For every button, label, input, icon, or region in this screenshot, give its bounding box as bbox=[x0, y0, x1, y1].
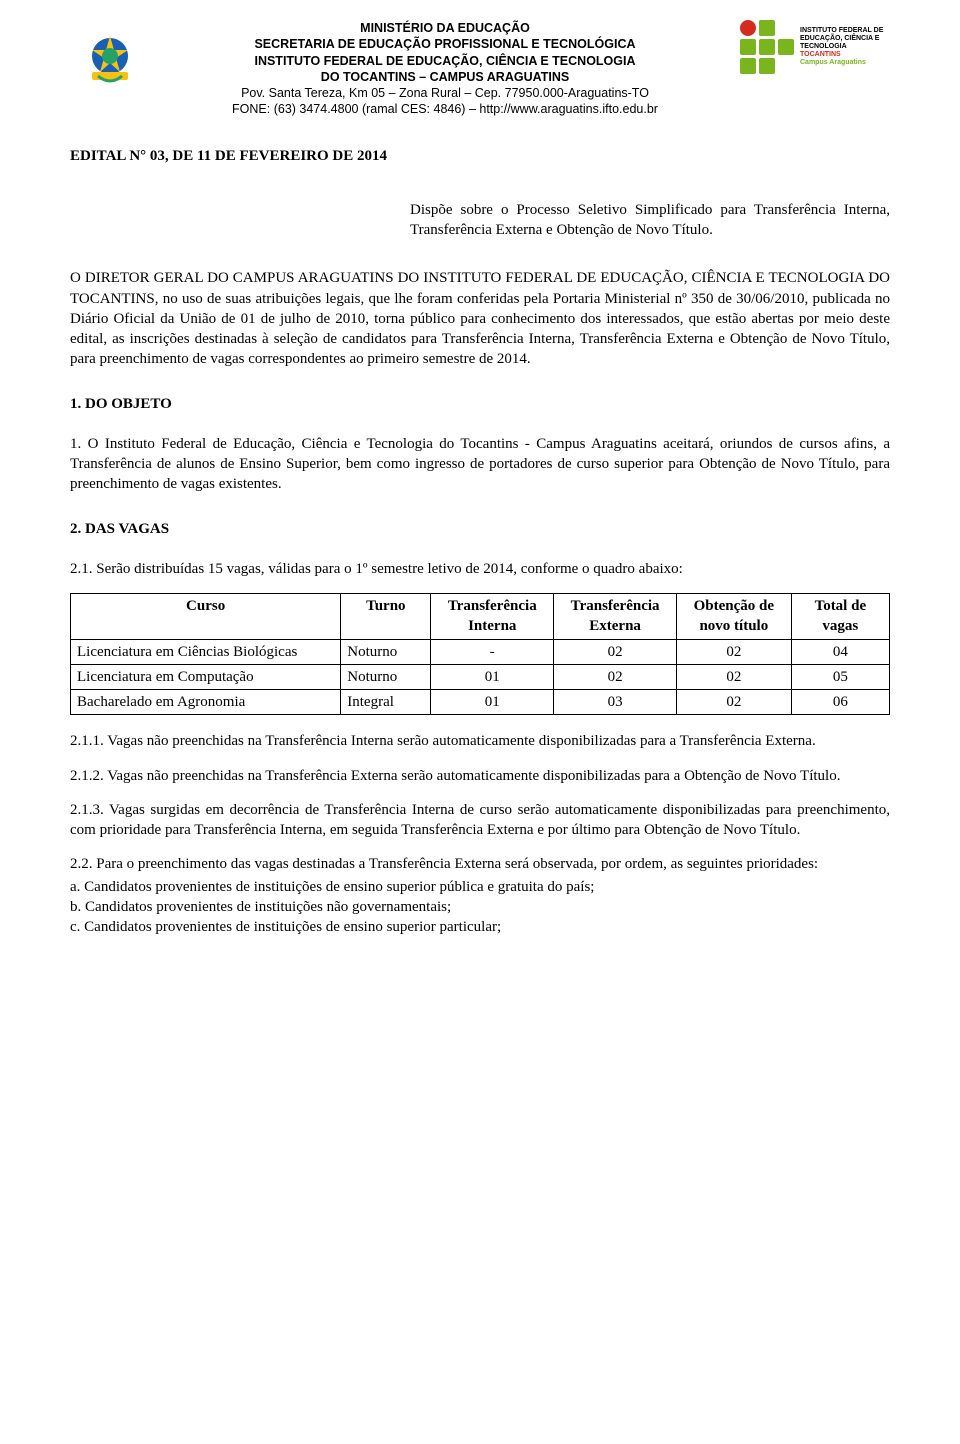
if-logo-line: INSTITUTO FEDERAL DE bbox=[800, 27, 890, 35]
th-transf-interna: Transferência Interna bbox=[431, 594, 554, 640]
header-line: DO TOCANTINS – CAMPUS ARAGUATINS bbox=[160, 69, 730, 85]
instituto-federal-logo-icon: INSTITUTO FEDERAL DE EDUCAÇÃO, CIÊNCIA E… bbox=[740, 20, 890, 74]
document-header: MINISTÉRIO DA EDUCAÇÃO SECRETARIA DE EDU… bbox=[70, 20, 890, 118]
cell-turno: Integral bbox=[341, 690, 431, 715]
cell-nt: 02 bbox=[677, 664, 792, 689]
priority-item: c. Candidatos provenientes de instituiçõ… bbox=[70, 917, 890, 937]
cell-ti: - bbox=[431, 639, 554, 664]
cell-total: 04 bbox=[791, 639, 889, 664]
cell-te: 02 bbox=[554, 639, 677, 664]
if-squares-icon bbox=[740, 20, 794, 74]
priority-item: a. Candidatos provenientes de instituiçõ… bbox=[70, 877, 890, 897]
edital-title: EDITAL N° 03, DE 11 DE FEVEREIRO DE 2014 bbox=[70, 146, 890, 166]
if-logo-line: EDUCAÇÃO, CIÊNCIA E TECNOLOGIA bbox=[800, 35, 890, 51]
para-2-1-1: 2.1.1. Vagas não preenchidas na Transfer… bbox=[70, 731, 890, 751]
header-line: SECRETARIA DE EDUCAÇÃO PROFISSIONAL E TE… bbox=[160, 36, 730, 52]
intro-text: O DIRETOR GERAL DO CAMPUS ARAGUATINS DO … bbox=[70, 270, 890, 367]
dispoe-block: Dispõe sobre o Processo Seletivo Simplif… bbox=[410, 200, 890, 241]
section-1-para: 1. O Instituto Federal de Educação, Ciên… bbox=[70, 434, 890, 495]
header-text-block: MINISTÉRIO DA EDUCAÇÃO SECRETARIA DE EDU… bbox=[160, 20, 730, 118]
table-row: Licenciatura em Computação Noturno 01 02… bbox=[71, 664, 890, 689]
para-2-1-3: 2.1.3. Vagas surgidas em decorrência de … bbox=[70, 800, 890, 841]
cell-total: 06 bbox=[791, 690, 889, 715]
header-line: FONE: (63) 3474.4800 (ramal CES: 4846) –… bbox=[160, 101, 730, 117]
priority-item: b. Candidatos provenientes de instituiçõ… bbox=[70, 897, 890, 917]
para-2-2: 2.2. Para o preenchimento das vagas dest… bbox=[70, 854, 890, 874]
cell-turno: Noturno bbox=[341, 639, 431, 664]
header-line: Pov. Santa Tereza, Km 05 – Zona Rural – … bbox=[160, 85, 730, 101]
section-2-1-para: 2.1. Serão distribuídas 15 vagas, válida… bbox=[70, 559, 890, 579]
header-line: MINISTÉRIO DA EDUCAÇÃO bbox=[160, 20, 730, 36]
if-logo-line: TOCANTINS bbox=[800, 51, 841, 58]
if-logo-line: Campus Araguatins bbox=[800, 59, 866, 66]
vagas-table: Curso Turno Transferência Interna Transf… bbox=[70, 593, 890, 715]
header-line: INSTITUTO FEDERAL DE EDUCAÇÃO, CIÊNCIA E… bbox=[160, 53, 730, 69]
th-total: Total de vagas bbox=[791, 594, 889, 640]
cell-turno: Noturno bbox=[341, 664, 431, 689]
table-row: Bacharelado em Agronomia Integral 01 03 … bbox=[71, 690, 890, 715]
cell-nt: 02 bbox=[677, 639, 792, 664]
intro-paragraph: O DIRETOR GERAL DO CAMPUS ARAGUATINS DO … bbox=[70, 268, 890, 369]
th-novo-titulo: Obtenção de novo título bbox=[677, 594, 792, 640]
cell-ti: 01 bbox=[431, 690, 554, 715]
section-1-title: 1. DO OBJETO bbox=[70, 394, 890, 414]
priority-list: a. Candidatos provenientes de instituiçõ… bbox=[70, 877, 890, 938]
cell-curso: Bacharelado em Agronomia bbox=[71, 690, 341, 715]
cell-te: 02 bbox=[554, 664, 677, 689]
cell-total: 05 bbox=[791, 664, 889, 689]
th-turno: Turno bbox=[341, 594, 431, 640]
brazil-coat-of-arms-icon bbox=[70, 20, 150, 100]
para-2-1-2: 2.1.2. Vagas não preenchidas na Transfer… bbox=[70, 766, 890, 786]
th-transf-externa: Transferência Externa bbox=[554, 594, 677, 640]
table-header-row: Curso Turno Transferência Interna Transf… bbox=[71, 594, 890, 640]
table-row: Licenciatura em Ciências Biológicas Notu… bbox=[71, 639, 890, 664]
if-logo-text: INSTITUTO FEDERAL DE EDUCAÇÃO, CIÊNCIA E… bbox=[800, 27, 890, 67]
th-curso: Curso bbox=[71, 594, 341, 640]
section-2-title: 2. DAS VAGAS bbox=[70, 519, 890, 539]
cell-nt: 02 bbox=[677, 690, 792, 715]
cell-te: 03 bbox=[554, 690, 677, 715]
cell-curso: Licenciatura em Ciências Biológicas bbox=[71, 639, 341, 664]
cell-curso: Licenciatura em Computação bbox=[71, 664, 341, 689]
cell-ti: 01 bbox=[431, 664, 554, 689]
